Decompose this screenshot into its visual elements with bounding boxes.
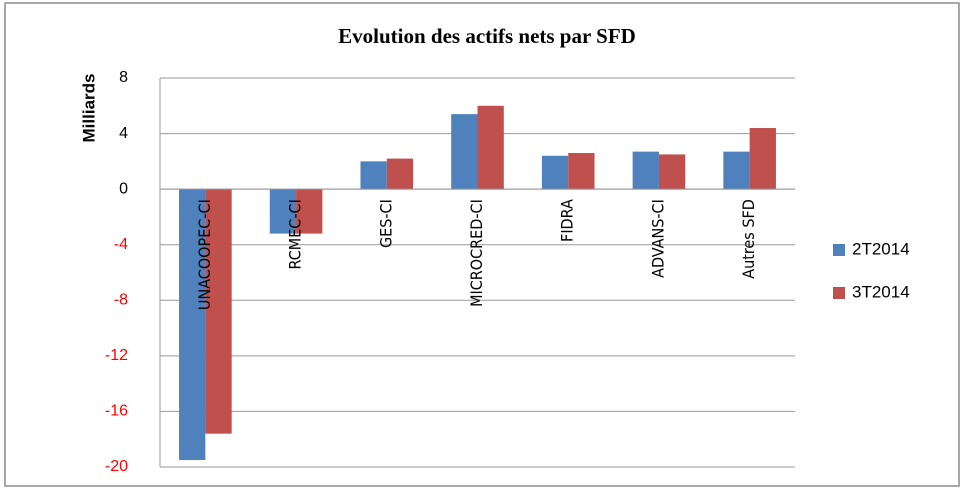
x-tick-label: ADVANS-CI (648, 199, 667, 278)
legend-swatch (833, 244, 845, 256)
x-tick-label: MICROCRED-CI (467, 199, 486, 307)
x-tick-label: FIDRA (558, 199, 577, 242)
legend-label: 3T2014 (852, 282, 910, 301)
bar (269, 189, 297, 234)
bar (723, 151, 750, 190)
y-tick-label: 0 (119, 180, 128, 197)
legend-label: 2T2014 (852, 239, 910, 258)
bar (541, 155, 569, 190)
y-tick-label: -12 (105, 347, 128, 364)
x-tick-label: UNACOOPEC-CI (195, 199, 214, 310)
y-tick-label: -16 (105, 403, 128, 420)
x-tick-label: RCMEC-CI (286, 199, 305, 269)
bar (749, 128, 776, 190)
bar (360, 161, 387, 190)
bar (205, 189, 232, 434)
x-tick-label: GES-CI (376, 199, 395, 248)
bar (179, 189, 206, 461)
bar (477, 105, 504, 190)
chart-title: Evolution des actifs nets par SFD (338, 24, 636, 48)
bar (658, 154, 686, 190)
bar (451, 114, 478, 190)
y-tick-label: -20 (105, 458, 128, 475)
y-tick-label: 8 (119, 69, 128, 86)
y-axis-label: Milliards (79, 74, 98, 143)
x-tick-label: Autres SFD (739, 199, 758, 279)
y-tick-label: 4 (119, 125, 128, 142)
bar (386, 158, 414, 190)
bar (296, 189, 323, 234)
bar (568, 153, 595, 190)
legend-swatch (833, 287, 845, 299)
y-tick-label: -8 (114, 292, 128, 309)
y-tick-label: -4 (114, 236, 128, 253)
bar (632, 151, 659, 190)
